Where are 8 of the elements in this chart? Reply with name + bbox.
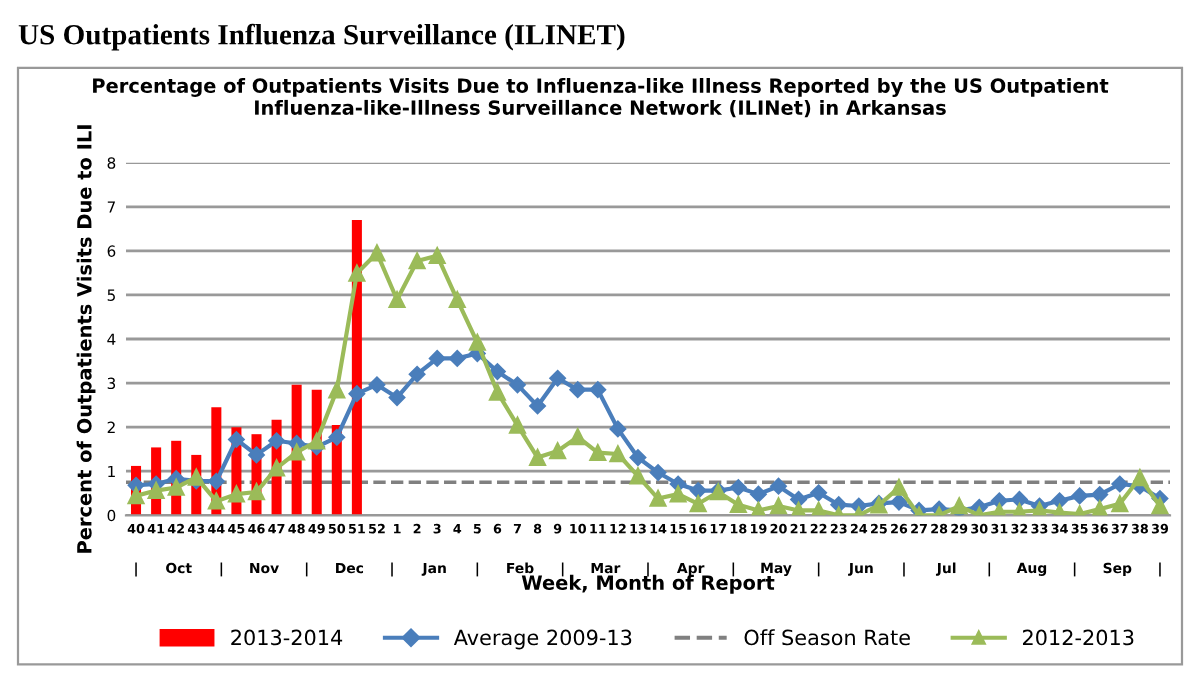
chart-title: US Outpatients Influenza Surveillance (ILINET): [18, 23, 625, 51]
chart-subtitle: Percentage of Outpatients Visits Due to Influenza-like Illness Reported by the US Outpatient Influenza-like-Illness Surveillance Network (ILINet) in Arkansas: [93, 77, 1109, 118]
legend-label: Average 2009-13: [453, 629, 632, 650]
legend-label: 2012-2013: [1022, 629, 1134, 646]
x-axis-title: Week, Month of Report: [521, 574, 775, 594]
legend-label: Off Season Rate: [744, 629, 910, 646]
legend-label: 2013-2014: [231, 629, 343, 646]
y-axis-title: Percent of Outpatients Visits Due to ILI: [76, 125, 96, 553]
